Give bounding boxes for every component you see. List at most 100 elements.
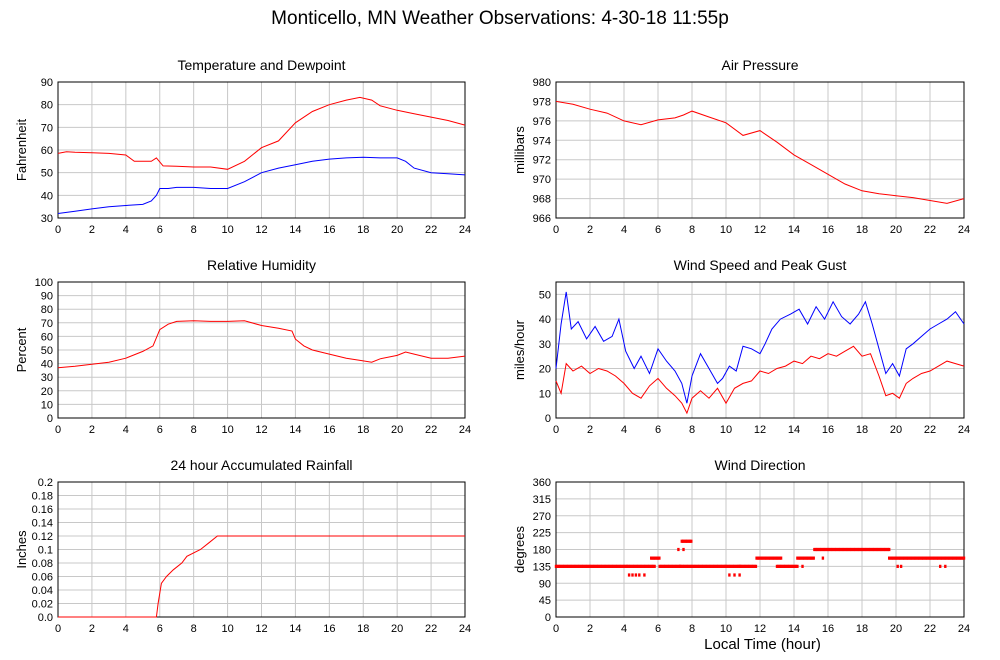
chart-4-ytick-label: 0 <box>545 413 551 425</box>
chart-6-point <box>928 556 932 560</box>
chart-6-xtick-label: 0 <box>553 623 559 635</box>
chart-6-point <box>792 564 795 568</box>
chart-6-point <box>738 573 741 577</box>
chart-6-point <box>778 556 781 560</box>
chart-6-point <box>803 556 806 560</box>
chart-6-point <box>605 564 608 568</box>
chart-6-point <box>913 556 917 560</box>
chart-6-point <box>710 564 713 568</box>
chart-6-point <box>758 556 761 560</box>
chart-6-point <box>610 564 613 568</box>
chart-6-point <box>741 564 744 568</box>
chart-4-xtick-label: 22 <box>924 424 936 436</box>
chart-4-series-1-line <box>555 291 965 404</box>
chart-6-point <box>649 564 652 568</box>
chart-6-point <box>873 547 876 552</box>
chart-6-point <box>871 547 875 552</box>
chart-6-point <box>652 564 655 568</box>
chart-6-point <box>583 564 586 568</box>
chart-6-point <box>673 564 676 568</box>
chart-6-point <box>562 564 566 568</box>
chart-3-frame <box>57 281 466 419</box>
chart-6-point <box>919 556 922 560</box>
chart-3-ytick-label: 50 <box>41 345 53 357</box>
chart-6-point <box>899 564 903 568</box>
chart-6-point <box>728 573 731 577</box>
chart-6-point <box>571 564 574 568</box>
chart-1-ytick-label: 70 <box>41 122 53 134</box>
chart-2-ytick-label: 972 <box>533 155 551 167</box>
chart-3-ytick-label: 30 <box>41 372 53 384</box>
chart-6-point <box>650 564 654 568</box>
chart-6-point <box>662 564 665 568</box>
chart-6-point <box>770 556 773 560</box>
chart-6-point <box>654 556 657 560</box>
chart-6-point <box>858 547 861 552</box>
chart-6-point <box>596 564 600 568</box>
chart-6-point <box>868 547 872 552</box>
chart-6-point <box>762 556 765 560</box>
chart-3-xtick-label: 10 <box>221 424 233 436</box>
chart-6-point <box>658 564 661 568</box>
chart-6-point <box>879 547 883 552</box>
chart-6-point <box>824 547 827 552</box>
chart-2-ylabel: millibars <box>512 126 527 174</box>
chart-6-point <box>683 539 686 543</box>
chart-5-xtick-label: 14 <box>289 623 301 635</box>
chart-2-ytick-label: 978 <box>533 96 551 108</box>
chart-3-xtick-label: 24 <box>459 424 471 436</box>
chart-6-point <box>734 564 737 568</box>
chart-6-point <box>844 547 847 552</box>
chart-4-xtick-label: 0 <box>553 424 559 436</box>
chart-6-point <box>716 564 720 568</box>
chart-1-frame <box>57 81 466 219</box>
chart-4-xtick-label: 20 <box>890 424 902 436</box>
chart-5-xtick-label: 0 <box>55 623 61 635</box>
chart-5-frame <box>57 481 466 618</box>
chart-6-point <box>939 564 942 568</box>
chart-6-point <box>961 556 964 560</box>
chart-6-point <box>747 564 751 568</box>
chart-6-point <box>958 556 962 560</box>
chart-3-xtick-label: 8 <box>191 424 197 436</box>
chart-6-point <box>867 547 870 552</box>
chart-6-frame <box>555 481 965 618</box>
chart-6-ytick-label: 360 <box>533 477 551 489</box>
chart-1-xtick-label: 0 <box>55 224 61 236</box>
chart-1-xtick-label: 6 <box>157 224 163 236</box>
chart-6-point <box>558 564 562 568</box>
chart-6-point <box>586 564 589 568</box>
chart-6-point <box>849 547 853 552</box>
chart-6-point <box>665 564 668 568</box>
chart-6-point <box>916 556 919 560</box>
chart-6-point <box>764 556 768 560</box>
chart-6-point <box>602 564 605 568</box>
chart-6-point <box>631 564 635 568</box>
chart-3-title: Relative Humidity <box>207 257 316 273</box>
chart-6-point <box>820 547 823 552</box>
chart-6-point <box>942 556 945 560</box>
chart-6-ytick-label: 0 <box>545 612 551 624</box>
chart-6-point <box>863 547 866 552</box>
chart-6-point <box>743 564 747 568</box>
chart-6-point <box>638 573 641 577</box>
chart-6-point <box>681 564 685 568</box>
chart-3-ytick-label: 10 <box>41 399 53 411</box>
chart-6-point <box>854 547 857 552</box>
chart-1-title: Temperature and Dewpoint <box>177 57 345 73</box>
chart-6-point <box>711 564 714 568</box>
chart-4-series-2-line <box>555 345 965 415</box>
chart-6-point <box>951 556 955 560</box>
chart-6-point <box>778 564 781 568</box>
chart-6-point <box>681 539 685 543</box>
chart-6-point <box>699 564 702 568</box>
chart-6-point <box>616 564 619 568</box>
chart-6-point <box>754 564 758 568</box>
chart-6-point <box>917 556 921 560</box>
chart-6-point <box>722 564 725 568</box>
chart-6-point <box>714 564 717 568</box>
chart-6-point <box>766 556 769 560</box>
chart-4-ytick-label: 50 <box>539 289 551 301</box>
chart-4-xtick-label: 12 <box>754 424 766 436</box>
